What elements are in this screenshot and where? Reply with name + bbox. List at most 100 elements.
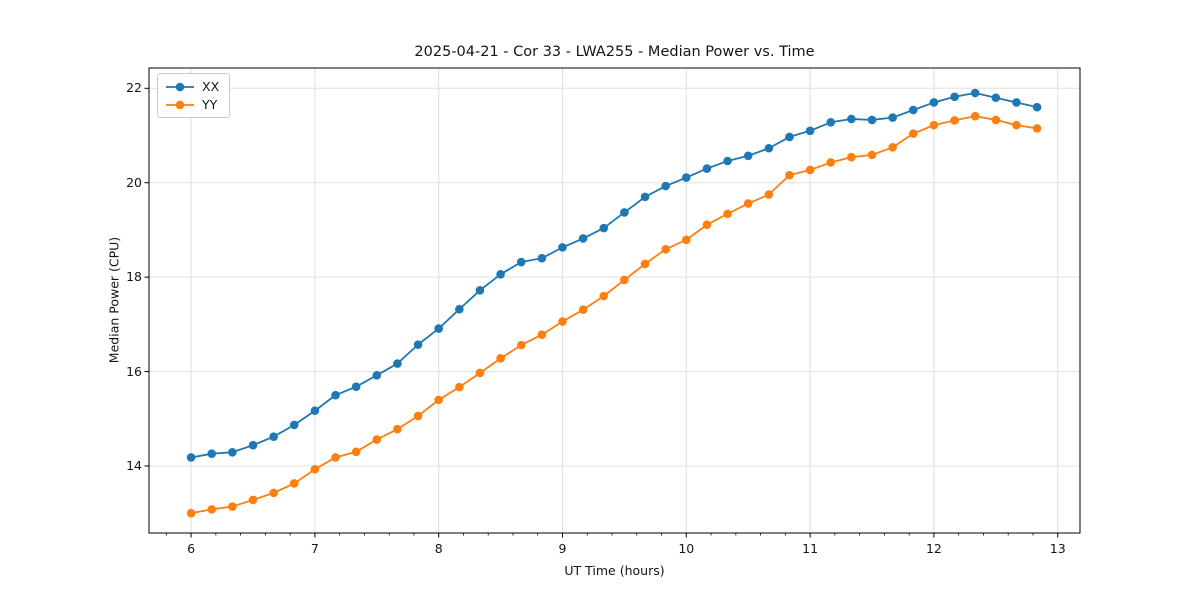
xx-series-marker [847,114,856,124]
xx-series-marker [950,92,959,102]
yy-series-marker [764,190,774,199]
xx-series-marker [413,340,423,349]
yy-series-marker [310,464,320,474]
yy-series-swatch-icon [166,100,194,109]
xx-series-marker [970,88,980,98]
x-tick-label: 11 [802,541,819,556]
legend: XX YY [157,73,231,118]
xx-series-marker [929,98,939,107]
yy-series-marker [867,150,877,160]
yy-series-marker [723,209,732,219]
yy-series-marker [1032,124,1042,133]
yy-series-marker [496,354,505,363]
yy-series-marker [289,479,299,488]
yy-series-marker [929,120,939,130]
yy-series-marker [888,143,897,152]
xx-series-marker [764,143,774,153]
plot-border [148,67,1081,534]
xx-series-marker [269,432,278,441]
yy-series-marker [455,382,464,392]
yy-series-marker [702,220,712,230]
yy-series-marker [970,111,980,121]
xx-series-marker [826,117,836,127]
xx-series-marker [289,420,299,430]
yy-series-marker [331,453,340,462]
yy-series-marker [1012,120,1021,130]
legend-item-yy: YY [165,97,219,112]
yy-series-marker [805,165,815,175]
xx-series-marker [475,286,485,295]
yy-series-marker [351,447,361,457]
yy-series-marker [950,116,959,125]
legend-item-xx: XX [165,79,219,94]
y-tick-label: 18 [126,269,142,285]
xx-series-marker [743,151,753,161]
legend-label-xx: XX [202,79,220,94]
xx-series-marker [723,156,732,166]
xx-series-marker [455,304,464,314]
yy-series-marker [228,502,237,511]
chart-title: 2025-04-21 - Cor 33 - LWA255 - Median Po… [414,44,815,60]
x-tick-label: 8 [434,541,443,556]
xx-series-marker [908,105,918,115]
y-tick-label: 22 [126,80,142,96]
yy-series-marker [516,340,526,350]
yy-series-marker [991,115,1001,125]
x-tick-label: 10 [678,541,695,556]
xx-series-marker [516,257,526,267]
xx-series-swatch-icon [166,82,194,91]
yy-series-line [190,115,1038,515]
yy-series-marker [682,235,691,245]
yy-series-marker [434,395,443,405]
xx-series-marker [310,406,320,416]
x-tick-label: 13 [1049,541,1066,556]
xx-series-marker [888,113,897,122]
x-tick-label: 12 [925,541,942,556]
xx-series-marker [393,359,402,368]
xx-series-marker [682,173,691,182]
legend-label-yy: YY [202,97,218,112]
x-tick-label: 9 [558,541,567,556]
yy-series-marker [413,411,423,421]
y-tick-label: 16 [126,363,142,379]
xx-series-marker [434,324,443,333]
xx-series-marker [1032,102,1042,112]
yy-series-marker [743,199,753,208]
xx-series-marker [537,253,547,263]
yy-series-marker [186,508,196,518]
xx-series-marker [661,181,670,191]
x-tick-label: 7 [310,541,319,556]
xx-series-marker [207,449,217,458]
yy-series-marker [558,317,567,326]
xx-series-marker [186,453,196,462]
yy-series-marker [537,330,547,340]
xx-series-marker [228,447,237,457]
xx-series-marker [991,93,1001,103]
yy-series-marker [372,435,382,444]
xx-series-marker [702,164,712,173]
yy-series-marker [908,129,918,138]
xx-series-marker [785,132,794,142]
yy-series-marker [269,488,278,498]
yy-series-marker [578,305,588,315]
yy-series-marker [620,275,629,285]
y-tick-label: 14 [126,457,142,473]
yy-series-marker [847,152,856,162]
xx-series-marker [867,115,877,125]
xx-series-marker [248,440,258,450]
yy-series-marker [826,158,836,167]
y-axis-label: Median Power (CPU) [106,236,122,364]
xx-series-line [190,92,1038,459]
yy-series-marker [475,368,485,378]
yy-series-marker [248,495,258,505]
yy-series-marker [785,170,794,180]
yy-series-marker [207,505,217,514]
xx-series-marker [578,234,588,243]
xx-series-marker [620,208,629,217]
xx-series-marker [372,371,382,380]
x-tick-label: 6 [187,541,196,556]
xx-series-marker [1012,98,1021,107]
x-axis-label: UT Time (hours) [564,563,665,578]
xx-series-marker [640,192,650,202]
